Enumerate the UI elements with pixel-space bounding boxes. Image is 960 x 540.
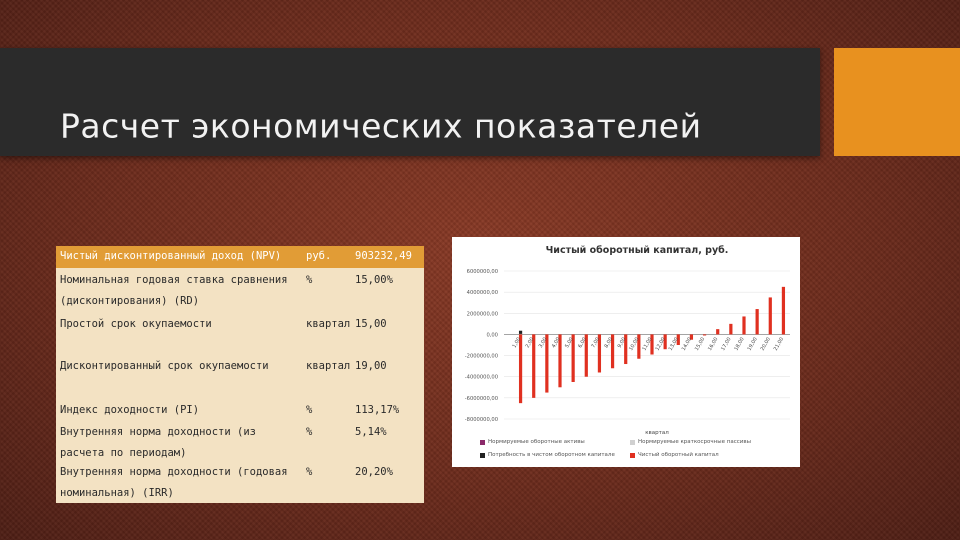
row-value: 113,17% — [355, 404, 400, 416]
row-name: Внутренняя норма доходности (годовая ном… — [60, 466, 288, 499]
row-value: 20,20% — [355, 466, 393, 478]
legend-label: Чистый оборотный капитал — [638, 452, 719, 458]
slide-title: Расчет экономических показателей — [60, 106, 702, 146]
row-unit: % — [306, 426, 313, 438]
bar — [597, 334, 602, 373]
bar — [716, 329, 720, 335]
bar — [702, 334, 707, 336]
legend-item: Нормируемые краткосрочные пассивы — [630, 439, 751, 445]
accent-block — [834, 48, 960, 156]
x-tick-label: 1,00 — [512, 336, 523, 349]
chart-title: Чистый оборотный капитал, руб. — [546, 245, 729, 256]
bar — [571, 334, 575, 382]
row-name: Внутренняя норма доходности (из расчета … — [60, 426, 256, 459]
x-tick-label: 4,00 — [551, 336, 562, 349]
row-value: 903232,49 — [355, 250, 412, 262]
legend-label: Потребность в чистом оборотном капитале — [488, 452, 615, 458]
bar — [650, 334, 654, 355]
y-tick-label: 4000000,00 — [467, 290, 498, 296]
x-tick-label: 2,00 — [525, 336, 536, 349]
x-axis-label: квартал — [645, 430, 669, 436]
x-tick-label: 19,00 — [747, 336, 759, 351]
x-tick-label: 8,00 — [604, 336, 615, 349]
bar — [584, 334, 588, 377]
bar — [781, 286, 786, 335]
legend-swatch — [630, 452, 635, 458]
bar — [624, 334, 628, 365]
y-tick-label: 2000000,00 — [467, 311, 498, 317]
x-tick-label: 7,00 — [590, 336, 601, 349]
row-name: Простой срок окупаемости — [60, 318, 212, 330]
legend-swatch — [480, 452, 485, 458]
y-tick-label: 0,00 — [486, 332, 498, 338]
row-value: 15,00% — [355, 274, 393, 286]
title-bar: Расчет экономических показателей — [0, 48, 820, 156]
legend-label: Нормируемые оборотные активы — [488, 439, 585, 445]
x-tick-label: 21,00 — [773, 336, 785, 351]
row-value: 19,00 — [355, 360, 387, 372]
x-tick-label: 5,00 — [564, 336, 575, 349]
row-unit: руб. — [306, 250, 332, 262]
bar — [689, 334, 694, 340]
x-tick-label: 14,00 — [681, 336, 693, 351]
x-tick-label: 18,00 — [733, 336, 745, 351]
x-tick-label: 20,00 — [760, 336, 772, 351]
bar — [663, 334, 667, 350]
table-row: Простой срок окупаемости квартал 15,00 — [56, 314, 424, 356]
row-unit: % — [306, 274, 313, 286]
bar — [532, 334, 536, 398]
bar — [558, 334, 562, 388]
chart-card: Чистый оборотный капитал, руб. -8000000,0… — [452, 237, 800, 467]
y-tick-label: 6000000,00 — [467, 269, 498, 275]
legend-item: Нормируемые оборотные активы — [480, 439, 585, 445]
y-tick-label: -4000000,00 — [465, 375, 498, 381]
row-unit: квартал — [306, 318, 351, 330]
table-row: Внутренняя норма доходности (годовая ном… — [56, 462, 424, 503]
bar — [545, 334, 549, 393]
x-tick-label: 6,00 — [577, 336, 588, 349]
bar — [768, 297, 772, 335]
row-name: Чистый дисконтированный доход (NPV) — [60, 250, 282, 262]
row-unit: % — [306, 404, 313, 416]
bar — [610, 334, 615, 369]
row-value: 5,14% — [355, 426, 387, 438]
legend-swatch — [630, 439, 635, 445]
x-tick-label: 3,00 — [538, 336, 549, 349]
bar — [755, 309, 759, 335]
working-capital-chart: Чистый оборотный капитал, руб. -8000000,0… — [465, 245, 790, 436]
row-unit: квартал — [306, 360, 351, 372]
table-row: Чистый дисконтированный доход (NPV) руб.… — [56, 246, 424, 268]
row-name: Дисконтированный срок окупаемости — [60, 360, 269, 372]
legend-item: Потребность в чистом оборотном капитале — [480, 452, 615, 458]
chart-legend: Нормируемые оборотные активы Нормируемые … — [480, 437, 790, 465]
row-name: Индекс доходности (PI) — [60, 404, 200, 416]
row-value: 15,00 — [355, 318, 387, 330]
x-tick-label: 17,00 — [720, 336, 732, 351]
x-tick-label: 15,00 — [694, 336, 706, 351]
legend-item: Чистый оборотный капитал — [630, 452, 719, 458]
table-row: Номинальная годовая ставка сравнения (ди… — [56, 270, 424, 312]
bar — [518, 334, 523, 404]
y-tick-label: -8000000,00 — [465, 417, 498, 423]
bar — [729, 323, 733, 335]
x-tick-label: 9,00 — [617, 336, 628, 349]
table-row: Индекс доходности (PI) % 113,17% — [56, 400, 424, 422]
x-tick-label: 16,00 — [707, 336, 719, 351]
marker-point — [518, 330, 523, 334]
y-tick-label: -6000000,00 — [465, 396, 498, 402]
row-name: Номинальная годовая ставка сравнения (ди… — [60, 274, 288, 307]
table-row: Дисконтированный срок окупаемости кварта… — [56, 356, 424, 398]
legend-swatch — [480, 439, 485, 445]
table-row: Внутренняя норма доходности (из расчета … — [56, 422, 424, 464]
row-unit: % — [306, 466, 313, 478]
bar — [676, 334, 680, 345]
bar — [742, 316, 746, 335]
y-tick-label: -2000000,00 — [465, 354, 498, 360]
legend-label: Нормируемые краткосрочные пассивы — [638, 439, 751, 445]
indicators-table: Чистый дисконтированный доход (NPV) руб.… — [56, 246, 424, 503]
bar — [637, 334, 641, 359]
